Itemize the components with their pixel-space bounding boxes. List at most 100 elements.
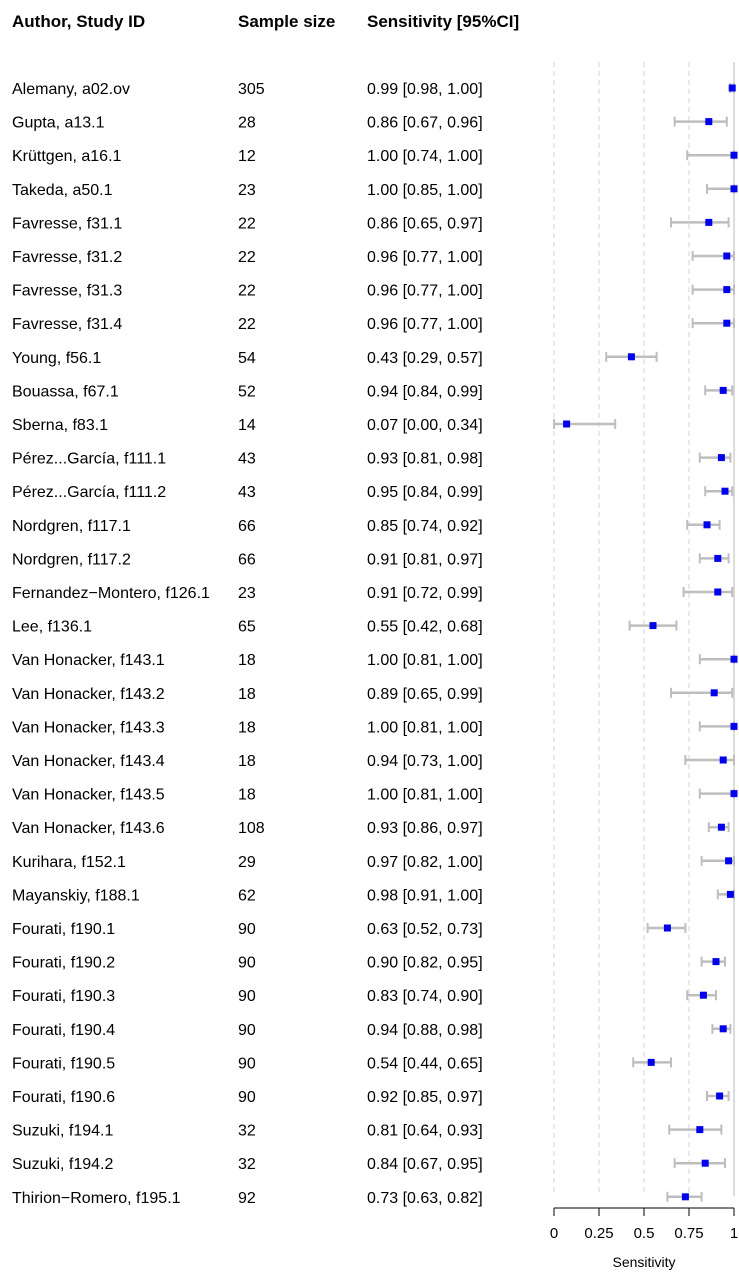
- sensitivity-ci-label: 0.93 [0.86, 0.97]: [367, 820, 483, 837]
- point-estimate: [726, 890, 734, 898]
- study-name: Favresse, f31.4: [12, 316, 122, 333]
- x-tick-label: 0.5: [634, 1225, 655, 1242]
- sample-size: 22: [238, 215, 256, 232]
- point-estimate: [705, 118, 713, 126]
- point-estimate: [717, 454, 725, 462]
- study-row: Van Honacker, f143.1 18 1.00 [0.81, 1.00]: [12, 652, 738, 669]
- sensitivity-ci-label: 0.96 [0.77, 1.00]: [367, 283, 483, 300]
- sensitivity-ci-label: 0.97 [0.82, 1.00]: [367, 854, 483, 871]
- point-estimate: [728, 84, 736, 92]
- point-estimate: [627, 353, 635, 361]
- study-row: Favresse, f31.1 22 0.86 [0.65, 0.97]: [12, 215, 730, 232]
- study-row: Nordgren, f117.1 66 0.85 [0.74, 0.92]: [12, 518, 721, 535]
- study-row: Van Honacker, f143.5 18 1.00 [0.81, 1.00]: [12, 787, 738, 804]
- x-tick-label: 0: [550, 1225, 558, 1242]
- sample-size: 22: [238, 316, 256, 333]
- study-rows: Alemany, a02.ov 305 0.99 [0.98, 1.00] Gupta…: [12, 81, 738, 1207]
- study-name: Fourati, f190.4: [12, 1022, 115, 1039]
- study-name: Suzuki, f194.1: [12, 1123, 114, 1140]
- point-estimate: [563, 420, 571, 428]
- point-estimate: [663, 924, 671, 932]
- study-row: Fourati, f190.2 90 0.90 [0.82, 0.95]: [12, 955, 726, 972]
- study-name: Fourati, f190.3: [12, 988, 115, 1005]
- study-name: Fourati, f190.1: [12, 921, 115, 938]
- study-row: Krüttgen, a16.1 12 1.00 [0.74, 1.00]: [12, 148, 738, 165]
- sensitivity-ci-label: 0.99 [0.98, 1.00]: [367, 81, 483, 98]
- study-row: Favresse, f31.3 22 0.96 [0.77, 1.00]: [12, 283, 735, 300]
- sensitivity-ci-label: 0.98 [0.91, 1.00]: [367, 887, 483, 904]
- sample-size: 43: [238, 484, 256, 501]
- study-row: Fourati, f190.1 90 0.63 [0.52, 0.73]: [12, 921, 687, 938]
- sensitivity-ci-label: 1.00 [0.85, 1.00]: [367, 182, 483, 199]
- sample-size: 90: [238, 1055, 256, 1072]
- sample-size: 22: [238, 283, 256, 300]
- point-estimate: [714, 588, 722, 596]
- sensitivity-ci-label: 0.90 [0.82, 0.95]: [367, 955, 483, 972]
- study-name: Lee, f136.1: [12, 619, 92, 636]
- header-sensitivity-ci: Sensitivity [95%CI]: [367, 12, 519, 31]
- study-row: Fourati, f190.5 90 0.54 [0.44, 0.65]: [12, 1055, 672, 1072]
- sensitivity-ci-label: 1.00 [0.81, 1.00]: [367, 719, 483, 736]
- sensitivity-ci-label: 0.96 [0.77, 1.00]: [367, 316, 483, 333]
- x-tick-label: 1: [730, 1225, 738, 1242]
- study-name: Van Honacker, f143.2: [12, 686, 165, 703]
- header-study: Author, Study ID: [12, 12, 145, 31]
- point-estimate: [723, 252, 731, 260]
- study-name: Fernandez−Montero, f126.1: [12, 585, 210, 602]
- sensitivity-ci-label: 1.00 [0.81, 1.00]: [367, 787, 483, 804]
- study-name: Bouassa, f67.1: [12, 383, 119, 400]
- study-name: Nordgren, f117.2: [12, 551, 131, 568]
- study-row: Van Honacker, f143.4 18 0.94 [0.73, 1.00]: [12, 753, 735, 770]
- sample-size: 18: [238, 652, 256, 669]
- point-estimate: [703, 521, 711, 529]
- point-estimate: [723, 286, 731, 294]
- study-row: Gupta, a13.1 28 0.86 [0.67, 0.96]: [12, 115, 728, 132]
- sensitivity-ci-label: 0.85 [0.74, 0.92]: [367, 518, 483, 535]
- point-estimate: [730, 722, 738, 730]
- sensitivity-ci-label: 0.91 [0.81, 0.97]: [367, 551, 483, 568]
- sample-size: 18: [238, 686, 256, 703]
- point-estimate: [717, 823, 725, 831]
- sensitivity-ci-label: 1.00 [0.74, 1.00]: [367, 148, 483, 165]
- sensitivity-ci-label: 0.86 [0.65, 0.97]: [367, 215, 483, 232]
- study-name: Favresse, f31.1: [12, 215, 122, 232]
- point-estimate: [723, 319, 731, 327]
- study-name: Van Honacker, f143.5: [12, 787, 165, 804]
- point-estimate: [647, 1058, 655, 1066]
- study-name: Van Honacker, f143.1: [12, 652, 165, 669]
- sample-size: 23: [238, 182, 256, 199]
- sample-size: 22: [238, 249, 256, 266]
- sensitivity-ci-label: 0.96 [0.77, 1.00]: [367, 249, 483, 266]
- sample-size: 90: [238, 1089, 256, 1106]
- point-estimate: [714, 554, 722, 562]
- sample-size: 23: [238, 585, 256, 602]
- study-row: Fourati, f190.3 90 0.83 [0.74, 0.90]: [12, 988, 717, 1005]
- sample-size: 18: [238, 753, 256, 770]
- sensitivity-ci-label: 0.92 [0.85, 0.97]: [367, 1089, 483, 1106]
- sensitivity-ci-label: 0.95 [0.84, 0.99]: [367, 484, 483, 501]
- study-row: Sberna, f83.1 14 0.07 [0.00, 0.34]: [12, 417, 617, 434]
- study-name: Van Honacker, f143.4: [12, 753, 165, 770]
- study-row: Lee, f136.1 65 0.55 [0.42, 0.68]: [12, 619, 678, 636]
- point-estimate: [649, 622, 657, 630]
- study-row: Bouassa, f67.1 52 0.94 [0.84, 0.99]: [12, 383, 734, 400]
- x-axis-label: Sensitivity: [612, 1254, 675, 1270]
- point-estimate: [719, 756, 727, 764]
- sample-size: 52: [238, 383, 256, 400]
- study-name: Nordgren, f117.1: [12, 518, 131, 535]
- sensitivity-ci-label: 0.84 [0.67, 0.95]: [367, 1156, 483, 1173]
- sensitivity-ci-label: 0.73 [0.63, 0.82]: [367, 1190, 483, 1207]
- study-row: Favresse, f31.2 22 0.96 [0.77, 1.00]: [12, 249, 735, 266]
- study-name: Pérez...García, f111.1: [12, 451, 166, 468]
- sample-size: 90: [238, 988, 256, 1005]
- study-name: Takeda, a50.1: [12, 182, 113, 199]
- study-name: Van Honacker, f143.6: [12, 820, 165, 837]
- sensitivity-ci-label: 0.94 [0.88, 0.98]: [367, 1022, 483, 1039]
- point-estimate: [730, 151, 738, 159]
- study-name: Young, f56.1: [12, 350, 101, 367]
- sensitivity-ci-label: 0.81 [0.64, 0.93]: [367, 1123, 483, 1140]
- study-name: Krüttgen, a16.1: [12, 148, 122, 165]
- study-row: Pérez...García, f111.1 43 0.93 [0.81, 0.98…: [12, 451, 732, 468]
- sample-size: 18: [238, 787, 256, 804]
- study-row: Favresse, f31.4 22 0.96 [0.77, 1.00]: [12, 316, 735, 333]
